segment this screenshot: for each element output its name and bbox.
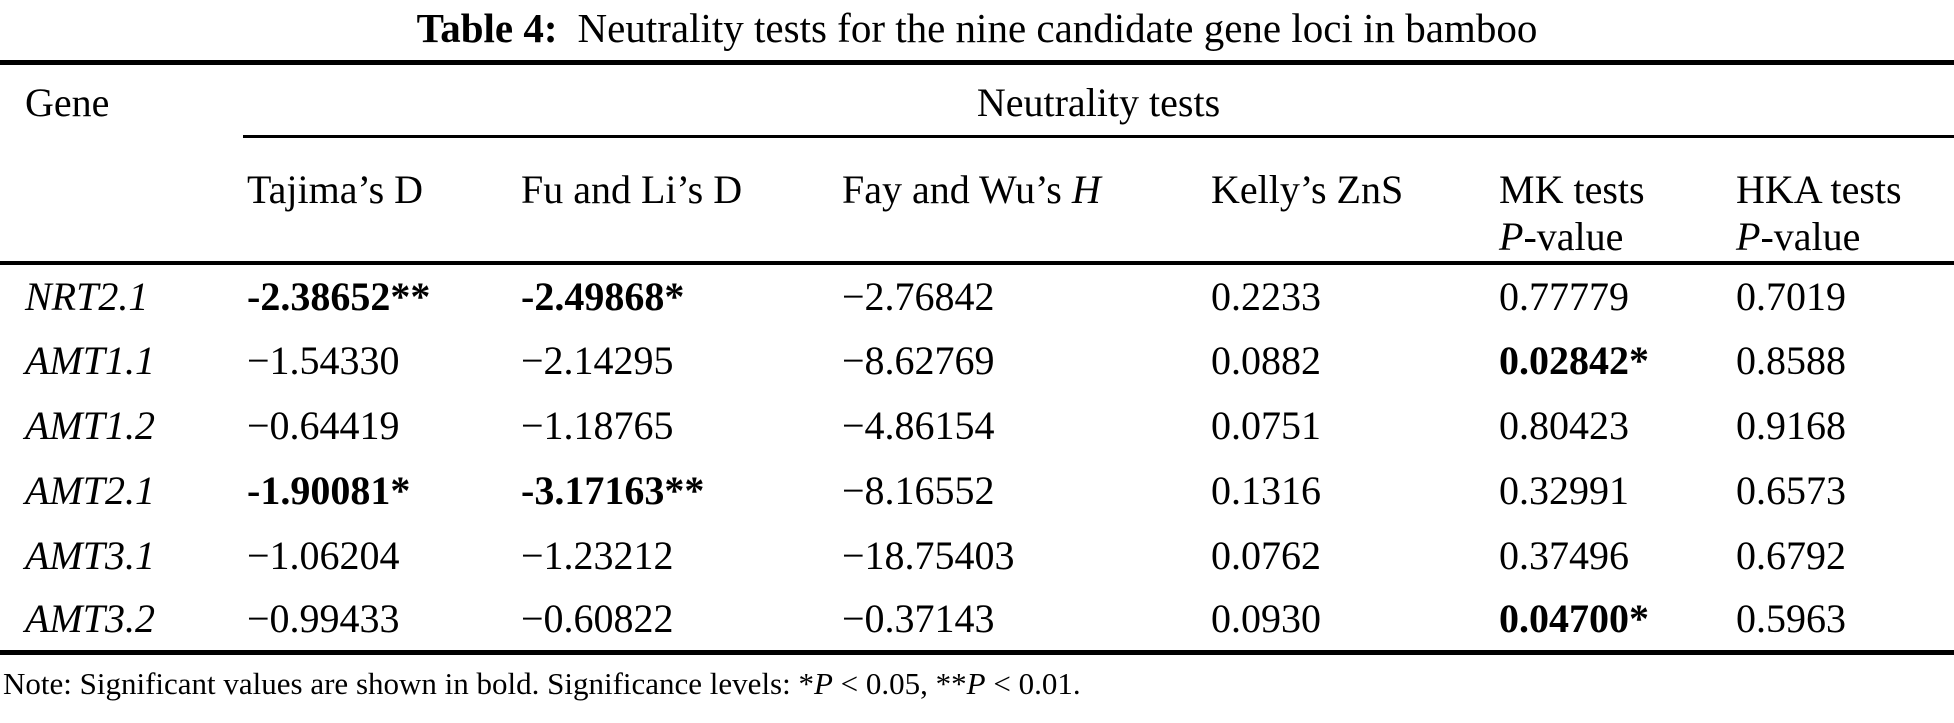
- value-cell: −1.06204: [247, 532, 400, 578]
- hka-p-rest: -value: [1760, 214, 1861, 259]
- table-title: Table 4: Neutrality tests for the nine ca…: [0, 0, 1954, 60]
- column-header-hka-line1: HKA tests: [1736, 167, 1902, 212]
- value-cell: 0.77779: [1499, 273, 1629, 319]
- value-cell: 0.80423: [1499, 402, 1629, 448]
- value-cell: −1.23212: [521, 532, 674, 578]
- value-cell: 0.9168: [1736, 402, 1846, 448]
- gene-name-cell: NRT2.1: [25, 273, 149, 319]
- value-cell: 0.37496: [1499, 532, 1629, 578]
- column-header-tajimas-d: Tajima’s D: [243, 136, 517, 265]
- table-title-text: Neutrality tests for the nine candidate …: [577, 5, 1538, 51]
- subheader-row: Tajima’s D Fu and Li’s D Fay and Wu’s H …: [0, 136, 1954, 265]
- column-header-hka-tests: HKA tests P-value: [1732, 136, 1954, 265]
- value-cell: 0.04700*: [1499, 596, 1649, 642]
- mk-p-italic: P: [1499, 214, 1524, 259]
- note-p-italic-2: P: [966, 666, 986, 701]
- hka-p-italic: P: [1736, 214, 1761, 259]
- value-cell: −2.14295: [521, 337, 674, 383]
- value-cell: 0.1316: [1211, 467, 1321, 513]
- column-header-fay-and-wus-h: Fay and Wu’s H: [838, 136, 1207, 265]
- column-header-fu-and-lis-d: Fu and Li’s D: [517, 136, 838, 265]
- table-row-amt3-2: AMT3.2 −0.99433 −0.60822 −0.37143 0.0930…: [0, 588, 1954, 653]
- value-cell: 0.0882: [1211, 337, 1321, 383]
- value-cell: −0.99433: [247, 596, 400, 642]
- neutrality-tests-table: Gene Neutrality tests Tajima’s D Fu and …: [0, 60, 1954, 655]
- column-header-mk-line1: MK tests: [1499, 167, 1645, 212]
- value-cell: −1.54330: [247, 337, 400, 383]
- value-cell: 0.8588: [1736, 337, 1846, 383]
- value-cell: −0.64419: [247, 402, 400, 448]
- column-header-mk-tests: MK tests P-value: [1495, 136, 1732, 265]
- value-cell: 0.32991: [1499, 467, 1629, 513]
- value-cell: −8.62769: [842, 337, 995, 383]
- value-cell: -1.90081*: [247, 467, 411, 513]
- value-cell: 0.02842*: [1499, 337, 1649, 383]
- table-title-label: Table 4:: [416, 5, 558, 51]
- value-cell: −1.18765: [521, 402, 674, 448]
- column-header-hka-line2: P-value: [1736, 213, 1954, 260]
- value-cell: −18.75403: [842, 532, 1015, 578]
- table-row-amt3-1: AMT3.1 −1.06204 −1.23212 −18.75403 0.076…: [0, 523, 1954, 588]
- mk-p-rest: -value: [1523, 214, 1624, 259]
- column-header-mk-line2: P-value: [1499, 213, 1732, 260]
- value-cell: 0.5963: [1736, 596, 1846, 642]
- gene-name-cell: AMT3.2: [25, 596, 155, 642]
- table-row-nrt2-1: NRT2.1 -2.38652** -2.49868* −2.76842 0.2…: [0, 263, 1954, 328]
- value-cell: 0.0930: [1211, 596, 1321, 642]
- value-cell: −0.37143: [842, 596, 995, 642]
- value-cell: -3.17163**: [521, 467, 705, 513]
- column-header-kellys-zns: Kelly’s ZnS: [1207, 136, 1495, 265]
- value-cell: −0.60822: [521, 596, 674, 642]
- value-cell: −8.16552: [842, 467, 995, 513]
- value-cell: 0.7019: [1736, 273, 1846, 319]
- column-header-fay-prefix: Fay and Wu’s: [842, 167, 1072, 212]
- gene-name-cell: AMT2.1: [25, 467, 155, 513]
- value-cell: 0.0751: [1211, 402, 1321, 448]
- gene-name-cell: AMT1.1: [25, 337, 155, 383]
- value-cell: 0.6573: [1736, 467, 1846, 513]
- value-cell: −4.86154: [842, 402, 995, 448]
- column-header-fay-italic-h: H: [1071, 167, 1101, 212]
- gene-name-cell: AMT1.2: [25, 402, 155, 448]
- table-row-amt1-2: AMT1.2 −0.64419 −1.18765 −4.86154 0.0751…: [0, 393, 1954, 458]
- table-row-amt2-1: AMT2.1 -1.90081* -3.17163** −8.16552 0.1…: [0, 458, 1954, 523]
- note-part1: Note: Significant values are shown in bo…: [3, 666, 814, 701]
- value-cell: −2.76842: [842, 273, 995, 319]
- value-cell: 0.6792: [1736, 532, 1846, 578]
- note-part3: < 0.01.: [985, 666, 1081, 701]
- note-part2: < 0.05, **: [832, 666, 967, 701]
- table-row-amt1-1: AMT1.1 −1.54330 −2.14295 −8.62769 0.0882…: [0, 328, 1954, 393]
- table-note: Note: Significant values are shown in bo…: [0, 655, 1954, 702]
- gene-column-header: Gene: [0, 62, 243, 265]
- note-p-italic-1: P: [813, 666, 833, 701]
- value-cell: -2.38652**: [247, 273, 431, 319]
- group-header-neutrality-tests: Neutrality tests: [243, 62, 1954, 138]
- value-cell: -2.49868*: [521, 273, 685, 319]
- value-cell: 0.0762: [1211, 532, 1321, 578]
- group-header-row: Gene Neutrality tests: [0, 62, 1954, 265]
- gene-name-cell: AMT3.1: [25, 532, 155, 578]
- value-cell: 0.2233: [1211, 273, 1321, 319]
